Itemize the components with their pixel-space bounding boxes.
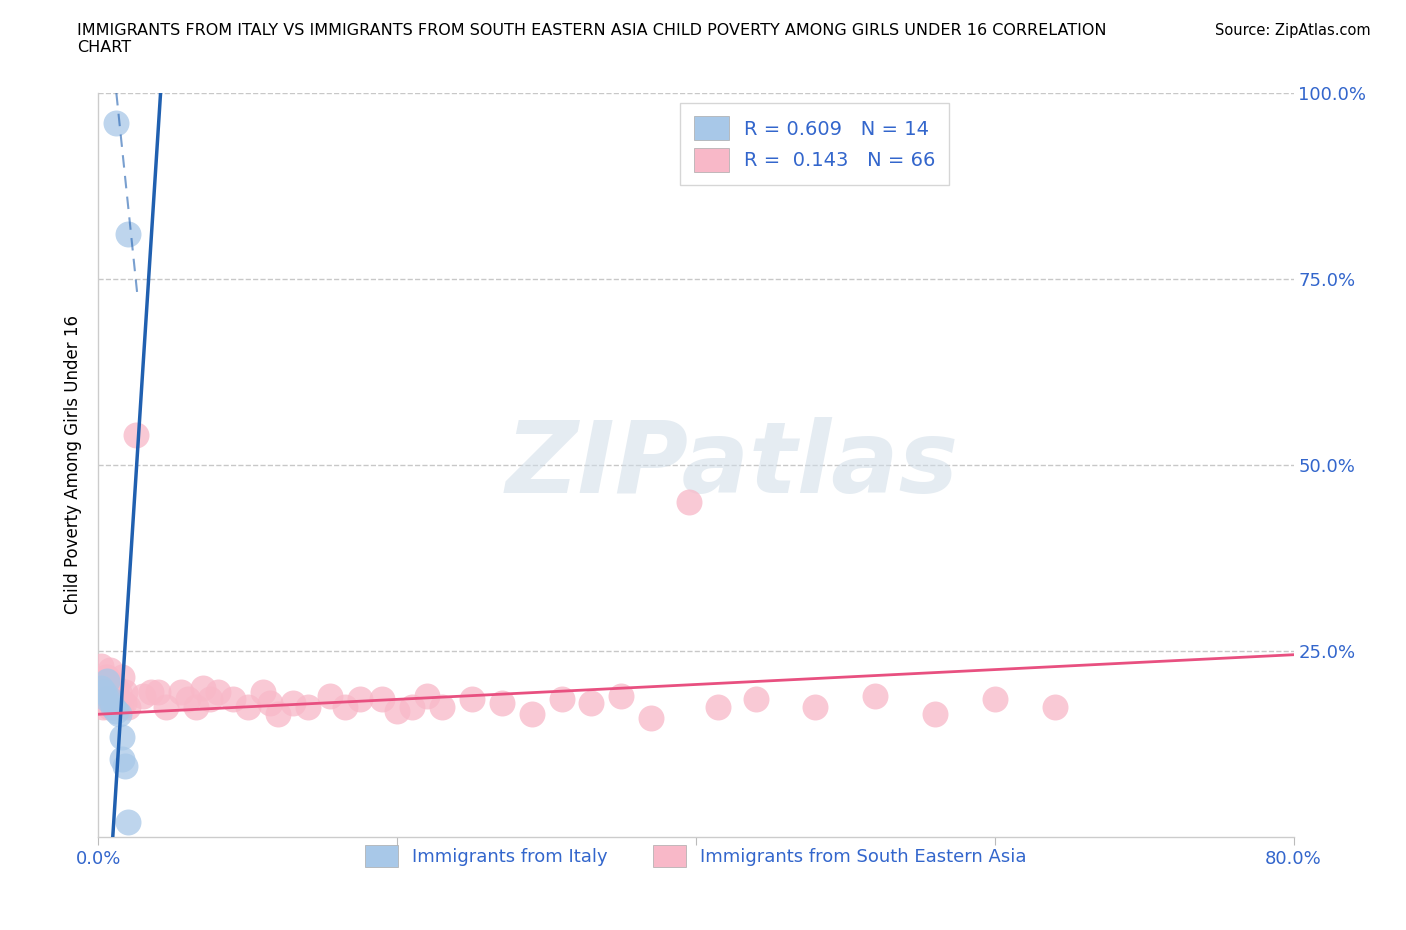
Point <box>96 670 118 684</box>
Point <box>114 759 136 774</box>
Point <box>177 692 200 707</box>
Point <box>401 699 423 714</box>
Point <box>97 699 120 714</box>
Point <box>96 673 118 688</box>
Text: CHART: CHART <box>77 40 131 55</box>
Point <box>349 692 371 707</box>
Point <box>491 696 513 711</box>
Point <box>707 699 730 714</box>
Point <box>132 688 155 703</box>
Point <box>111 729 134 744</box>
Point <box>96 688 118 703</box>
Point <box>94 670 117 684</box>
Point <box>200 692 222 707</box>
Point <box>103 699 125 714</box>
Point <box>91 699 114 714</box>
Point <box>125 428 148 443</box>
Point <box>319 688 342 703</box>
Point <box>169 684 191 699</box>
Point <box>98 692 122 707</box>
Point <box>98 662 122 677</box>
Point <box>97 677 120 692</box>
Point <box>520 707 543 722</box>
Point <box>236 699 259 714</box>
Point <box>745 692 768 707</box>
Point <box>865 688 887 703</box>
Point <box>101 692 124 707</box>
Point <box>105 703 128 718</box>
Point <box>678 495 700 510</box>
Point <box>139 684 162 699</box>
Point <box>281 696 304 711</box>
Point <box>117 227 139 242</box>
Legend: Immigrants from Italy, Immigrants from South Eastern Asia: Immigrants from Italy, Immigrants from S… <box>353 832 1039 880</box>
Point <box>93 684 115 699</box>
Point <box>385 703 409 718</box>
Y-axis label: Child Poverty Among Girls Under 16: Child Poverty Among Girls Under 16 <box>65 315 83 615</box>
Point <box>804 699 827 714</box>
Point <box>430 699 453 714</box>
Point <box>107 696 129 711</box>
Point <box>108 707 131 722</box>
Point <box>155 699 177 714</box>
Point <box>148 684 170 699</box>
Point <box>252 684 274 699</box>
Point <box>108 684 131 699</box>
Point <box>610 688 633 703</box>
Point <box>640 711 662 725</box>
Point <box>111 670 134 684</box>
Point <box>103 677 125 692</box>
Point <box>105 692 128 707</box>
Point <box>114 684 136 699</box>
Point <box>461 692 484 707</box>
Point <box>90 681 112 696</box>
Point <box>117 699 139 714</box>
Point <box>110 699 132 714</box>
Point <box>112 696 135 711</box>
Point <box>297 699 319 714</box>
Text: Source: ZipAtlas.com: Source: ZipAtlas.com <box>1215 23 1371 38</box>
Point <box>94 681 117 696</box>
Point <box>93 684 115 699</box>
Point <box>105 681 128 696</box>
Point <box>333 699 356 714</box>
Point <box>184 699 207 714</box>
Point <box>984 692 1007 707</box>
Text: ZIPatlas: ZIPatlas <box>505 417 959 513</box>
Point <box>90 658 112 673</box>
Point <box>222 692 245 707</box>
Point <box>101 684 124 699</box>
Point <box>416 688 439 703</box>
Point <box>117 815 139 830</box>
Point <box>267 707 290 722</box>
Point <box>207 684 229 699</box>
Point <box>105 115 128 130</box>
Point <box>550 692 572 707</box>
Point <box>259 696 281 711</box>
Text: IMMIGRANTS FROM ITALY VS IMMIGRANTS FROM SOUTH EASTERN ASIA CHILD POVERTY AMONG : IMMIGRANTS FROM ITALY VS IMMIGRANTS FROM… <box>77 23 1107 38</box>
Point <box>111 751 134 766</box>
Point <box>98 684 122 699</box>
Point <box>924 707 946 722</box>
Point <box>103 699 125 714</box>
Point <box>581 696 603 711</box>
Point <box>371 692 394 707</box>
Point <box>96 692 118 707</box>
Point <box>191 681 214 696</box>
Point <box>104 684 127 699</box>
Point <box>1043 699 1066 714</box>
